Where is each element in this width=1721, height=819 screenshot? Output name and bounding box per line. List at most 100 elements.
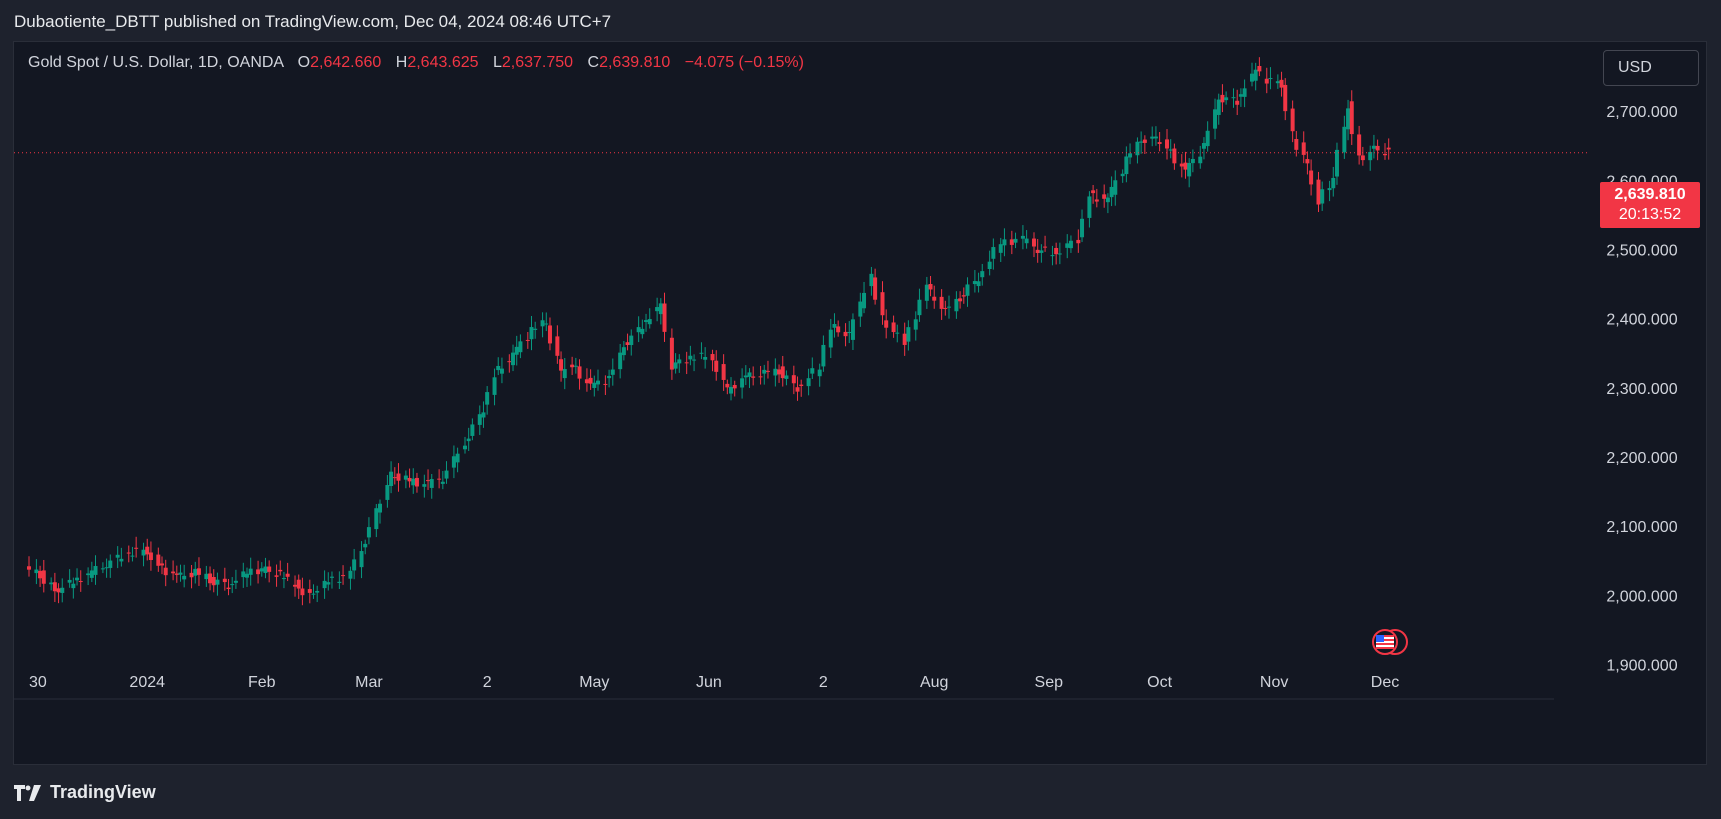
candle-body bbox=[215, 579, 220, 585]
price-tick-label: 2,000.000 bbox=[1606, 588, 1677, 605]
candle-body bbox=[1068, 240, 1073, 249]
candle-body bbox=[1357, 134, 1362, 156]
candle-body bbox=[337, 581, 342, 583]
candle-body bbox=[470, 424, 475, 436]
symbol-name[interactable]: Gold Spot / U.S. Dollar, 1D, OANDA bbox=[28, 54, 284, 71]
candle-body bbox=[533, 328, 538, 330]
candle-body bbox=[677, 359, 682, 364]
time-tick-label: 2024 bbox=[129, 674, 165, 691]
candle-body bbox=[1039, 250, 1044, 253]
candle-body bbox=[644, 320, 649, 322]
candle-body bbox=[440, 481, 445, 484]
candle-body bbox=[1183, 162, 1188, 170]
open-value: 2,642.660 bbox=[310, 54, 382, 71]
candle-body bbox=[1043, 246, 1048, 248]
candle-body bbox=[1316, 179, 1321, 205]
candle-body bbox=[119, 558, 124, 562]
price-tick-label: 1,900.000 bbox=[1606, 657, 1677, 674]
candle-body bbox=[1124, 156, 1129, 175]
candle-body bbox=[1320, 189, 1325, 204]
candle-body bbox=[621, 347, 626, 356]
candle-body bbox=[1386, 147, 1391, 150]
candle-body bbox=[1091, 190, 1096, 194]
time-axis[interactable]: 30 2024 Feb Mar 2 May Jun 2 Aug Sep Oct Nov Dec bbox=[29, 674, 1399, 691]
time-tick-label: Jun bbox=[696, 674, 722, 691]
currency-button[interactable]: USD bbox=[1603, 50, 1699, 86]
candle-body bbox=[1172, 148, 1177, 164]
candle-body bbox=[547, 325, 552, 344]
candle-body bbox=[972, 281, 977, 285]
candle-body bbox=[514, 346, 519, 355]
low-label: L bbox=[492, 54, 502, 71]
candle-body bbox=[987, 261, 992, 270]
candle-body bbox=[462, 445, 467, 450]
candle-body bbox=[499, 368, 504, 374]
us-flag-stripe bbox=[1376, 643, 1394, 645]
candle-body bbox=[976, 281, 981, 287]
candle-body bbox=[56, 588, 61, 593]
candle-body bbox=[780, 366, 785, 379]
candle-body bbox=[1238, 94, 1243, 97]
candlestick-chart[interactable]: 2,700.0002,600.0002,500.0002,400.0002,30… bbox=[14, 42, 1708, 766]
price-tick-label: 2,700.000 bbox=[1606, 104, 1677, 121]
candle-body bbox=[1165, 139, 1170, 149]
candle-body bbox=[880, 292, 885, 316]
candle-body bbox=[100, 568, 105, 570]
candle-body bbox=[699, 352, 704, 354]
event-markers[interactable] bbox=[1372, 629, 1408, 655]
candle-body bbox=[1054, 247, 1059, 255]
candle-body bbox=[222, 578, 227, 583]
candle-body bbox=[932, 296, 937, 301]
candle-body bbox=[507, 361, 512, 363]
candle-body bbox=[359, 551, 364, 568]
candle-body bbox=[182, 575, 187, 580]
candle-body bbox=[134, 547, 139, 549]
candle-body bbox=[684, 362, 689, 364]
candle-body bbox=[392, 477, 397, 479]
candle-body bbox=[241, 571, 246, 578]
candle-body bbox=[300, 588, 305, 596]
candle-body bbox=[274, 575, 279, 577]
candle-body bbox=[1035, 249, 1040, 254]
candle-body bbox=[1168, 149, 1173, 151]
candle-body bbox=[1013, 238, 1018, 243]
tradingview-brand[interactable]: TradingView bbox=[14, 782, 156, 803]
candle-body bbox=[629, 335, 634, 346]
candle-body bbox=[902, 333, 907, 345]
close-label: C bbox=[587, 54, 600, 71]
candle-body bbox=[60, 587, 65, 593]
candle-body bbox=[278, 569, 283, 572]
candle-body bbox=[1187, 163, 1192, 177]
candle-body bbox=[163, 567, 168, 576]
candle-body bbox=[703, 357, 708, 360]
candle-body bbox=[777, 369, 782, 375]
candle-body bbox=[481, 412, 486, 418]
candle-body bbox=[562, 369, 567, 379]
candle-body bbox=[588, 377, 593, 384]
candle-body bbox=[603, 383, 608, 385]
candle-body bbox=[891, 322, 896, 333]
candle-body bbox=[233, 580, 238, 583]
candle-body bbox=[1383, 153, 1387, 156]
candle-body bbox=[1305, 159, 1310, 164]
candle-body bbox=[1157, 142, 1162, 144]
open-label: O bbox=[297, 54, 311, 71]
candle-body bbox=[1153, 136, 1158, 139]
candle-body bbox=[348, 570, 353, 579]
candle-body bbox=[1309, 170, 1314, 185]
candle-body bbox=[592, 382, 597, 388]
candle-body bbox=[396, 473, 401, 481]
candle-body bbox=[437, 478, 442, 480]
time-tick-label: Aug bbox=[920, 674, 948, 691]
candle-body bbox=[544, 323, 549, 325]
chart-panel[interactable]: 2,700.0002,600.0002,500.0002,400.0002,30… bbox=[13, 41, 1707, 765]
candle-body bbox=[211, 577, 216, 586]
candle-body bbox=[850, 319, 855, 340]
candle-body bbox=[998, 244, 1003, 253]
candle-body bbox=[869, 273, 874, 287]
candle-body bbox=[743, 375, 748, 378]
price-tick-label: 2,200.000 bbox=[1606, 450, 1677, 467]
candle-body bbox=[466, 438, 471, 442]
brand-name: TradingView bbox=[50, 782, 156, 802]
candle-body bbox=[156, 554, 161, 566]
